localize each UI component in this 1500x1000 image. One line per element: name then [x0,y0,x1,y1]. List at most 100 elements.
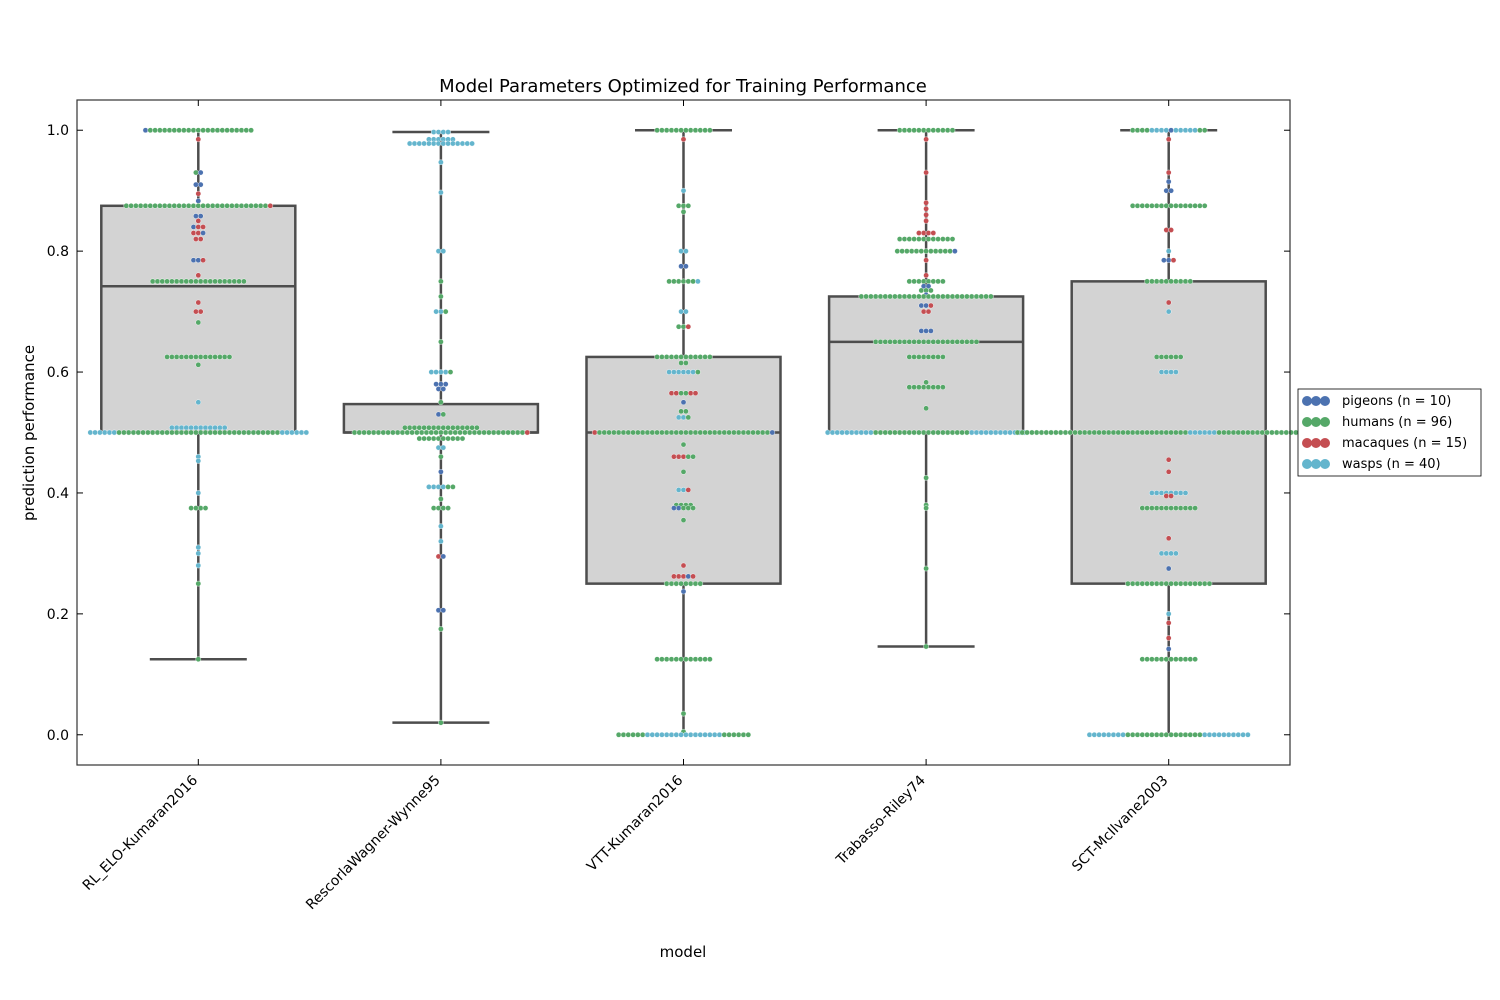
data-point [639,429,646,436]
data-point [1144,580,1150,587]
data-point [1134,731,1141,738]
data-point [195,399,202,406]
data-point [678,248,684,254]
data-point [983,429,989,436]
data-point [683,248,689,254]
data-point [937,248,944,254]
data-point [930,127,937,134]
data-point [649,429,656,436]
data-point [1177,354,1184,360]
data-point [680,209,687,215]
data-point [759,429,766,436]
data-point [668,656,675,663]
data-point [236,429,242,436]
data-point [659,656,665,663]
data-point [940,127,946,134]
data-point [426,484,432,490]
data-point [1144,278,1150,285]
data-point [438,468,444,475]
data-point [695,369,701,375]
data-point [649,731,656,738]
data-point [630,731,636,738]
data-point [615,429,622,436]
data-point [1182,490,1189,496]
data-point [721,429,728,436]
data-point [663,731,670,738]
data-point [964,429,970,436]
data-point [707,127,713,134]
data-point [683,308,689,315]
data-point [707,429,713,436]
data-point [671,369,677,375]
data-point [1163,202,1170,209]
data-point [702,656,708,663]
data-point [176,127,182,134]
data-point [1086,731,1093,738]
data-point [135,429,142,436]
data-point [1158,731,1165,738]
data-point [928,328,934,334]
data-point [687,429,694,436]
data-point [668,354,675,360]
data-point [454,435,461,442]
data-point [440,411,447,418]
data-point [390,429,396,436]
data-point [469,140,475,147]
data-point [673,429,680,436]
data-point [260,429,266,436]
data-point [920,354,927,360]
data-point [445,140,451,147]
data-point [916,354,922,360]
data-point [435,607,442,614]
data-point [606,429,612,436]
data-point [87,429,94,436]
data-point [913,248,920,254]
data-point [923,212,929,218]
data-point [426,435,432,442]
data-point [1177,429,1184,436]
data-point [906,236,913,242]
data-point [671,505,677,511]
data-point [447,429,454,436]
data-point [1096,731,1102,738]
data-point [678,354,684,360]
data-point [666,369,672,375]
data-point [231,429,238,436]
data-point [940,236,946,242]
swarm-layer [87,127,1323,738]
data-point [923,206,929,212]
data-point [671,573,677,580]
data-point [930,339,937,345]
data-point [1134,429,1141,436]
data-point [356,429,363,436]
data-point [212,424,218,431]
data-point [896,339,903,345]
data-point [481,429,487,436]
data-point [188,278,194,285]
data-point [1139,656,1146,663]
data-point [1139,731,1146,738]
data-point [1173,429,1179,436]
data-point [394,429,401,436]
data-point [1158,505,1165,511]
data-point [438,278,444,285]
data-point [1129,127,1136,134]
data-point [176,202,182,209]
data-point [680,710,687,717]
data-point [231,278,238,285]
data-point [892,293,898,300]
data-point [1173,656,1179,663]
data-point [992,429,999,436]
data-point [435,505,442,511]
data-point [157,127,163,134]
data-point [435,411,442,418]
data-point [202,278,209,285]
data-point [630,429,636,436]
data-point [721,731,728,738]
data-point [654,429,660,436]
data-point [1177,731,1184,738]
data-point [769,429,776,436]
data-point [241,429,247,436]
data-point [1120,429,1126,436]
data-point [611,429,617,436]
